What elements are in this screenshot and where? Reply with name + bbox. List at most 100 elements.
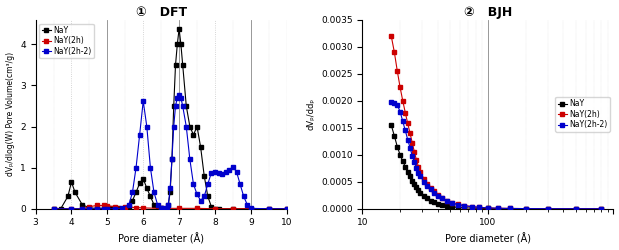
NaY(2h) [399, 99, 407, 102]
NaY [423, 197, 431, 200]
NaY [175, 27, 183, 30]
Legend: NaY, NaY(2h), NaY(2h-2): NaY, NaY(2h), NaY(2h-2) [40, 24, 93, 58]
NaY [183, 104, 190, 108]
NaY [211, 207, 219, 210]
NaY(2h) [434, 194, 441, 197]
NaY [163, 207, 170, 210]
NaY(2h) [410, 150, 418, 154]
NaY(2h) [247, 207, 254, 210]
Line: NaY: NaY [52, 27, 288, 210]
NaY(2h) [522, 207, 529, 210]
NaY [165, 203, 172, 206]
NaY(2h) [265, 207, 272, 210]
NaY [544, 207, 552, 210]
Line: NaY(2h): NaY(2h) [52, 204, 288, 210]
NaY(2h-2) [93, 207, 100, 210]
NaY [597, 207, 605, 210]
NaY(2h) [391, 51, 398, 54]
NaY [193, 125, 201, 128]
NaY [572, 207, 579, 210]
NaY [427, 199, 435, 202]
NaY [204, 195, 212, 198]
NaY(2h-2) [283, 207, 290, 210]
NaY [115, 207, 122, 210]
NaY [387, 124, 395, 126]
NaY(2h) [283, 207, 290, 210]
NaY [201, 174, 208, 178]
NaY [107, 207, 115, 210]
NaY(2h) [50, 207, 57, 210]
NaY [50, 207, 57, 210]
NaY(2h) [484, 206, 491, 210]
NaY(2h) [475, 206, 483, 209]
NaY(2h) [67, 207, 75, 210]
NaY(2h) [449, 201, 456, 204]
Y-axis label: dVₚ/dlog(W) Pore Volume(cm³/g): dVₚ/dlog(W) Pore Volume(cm³/g) [6, 52, 15, 176]
NaY(2h) [438, 196, 446, 200]
NaY(2h-2) [454, 203, 462, 206]
NaY(2h-2) [396, 110, 404, 113]
NaY [454, 206, 462, 209]
Title: ②   BJH: ② BJH [464, 6, 512, 18]
NaY(2h) [461, 204, 468, 207]
NaY [402, 165, 409, 168]
NaY(2h-2) [157, 206, 165, 210]
Line: NaY(2h-2): NaY(2h-2) [52, 93, 288, 210]
NaY(2h) [139, 206, 147, 210]
NaY(2h-2) [193, 193, 201, 196]
NaY [283, 207, 290, 210]
NaY(2h) [157, 207, 165, 210]
NaY [143, 187, 150, 190]
NaY(2h) [93, 204, 100, 207]
NaY(2h-2) [50, 207, 57, 210]
NaY(2h-2) [417, 175, 424, 178]
Line: NaY(2h-2): NaY(2h-2) [389, 100, 603, 210]
NaY [57, 207, 64, 210]
NaY(2h-2) [415, 171, 422, 174]
X-axis label: Pore diameter (Å): Pore diameter (Å) [445, 233, 531, 244]
NaY(2h) [404, 122, 412, 125]
NaY [215, 207, 222, 210]
NaY(2h) [193, 207, 201, 210]
NaY [522, 207, 529, 210]
NaY(2h) [417, 170, 424, 173]
Title: ①   DFT: ① DFT [136, 6, 187, 18]
Line: NaY: NaY [389, 123, 603, 210]
NaY(2h-2) [406, 146, 413, 149]
NaY [404, 170, 412, 173]
NaY(2h-2) [434, 194, 441, 197]
Y-axis label: dVₚ/ddₚ: dVₚ/ddₚ [306, 98, 316, 130]
NaY(2h) [415, 165, 422, 168]
NaY [125, 205, 132, 208]
NaY(2h-2) [475, 206, 483, 209]
NaY(2h) [423, 183, 431, 186]
NaY [129, 199, 136, 202]
NaY [506, 207, 514, 210]
NaY [157, 207, 165, 210]
NaY(2h-2) [438, 197, 446, 200]
NaY [438, 204, 446, 206]
NaY(2h-2) [394, 104, 401, 106]
NaY(2h) [469, 205, 476, 208]
NaY(2h-2) [430, 191, 438, 194]
NaY(2h) [420, 178, 428, 180]
NaY [443, 204, 451, 208]
NaY(2h) [387, 34, 395, 37]
NaY(2h) [427, 187, 435, 190]
NaY [64, 195, 72, 198]
NaY(2h-2) [597, 207, 605, 210]
NaY(2h-2) [410, 161, 418, 164]
NaY [494, 207, 501, 210]
NaY(2h-2) [522, 207, 529, 210]
NaY [85, 206, 93, 210]
NaY [103, 207, 111, 210]
NaY(2h) [572, 207, 579, 210]
NaY [417, 191, 424, 194]
NaY(2h-2) [402, 129, 409, 132]
NaY(2h) [454, 203, 462, 206]
NaY [67, 180, 75, 184]
NaY(2h) [103, 204, 111, 208]
NaY(2h-2) [469, 205, 476, 208]
NaY(2h-2) [484, 206, 491, 210]
NaY [413, 186, 420, 189]
